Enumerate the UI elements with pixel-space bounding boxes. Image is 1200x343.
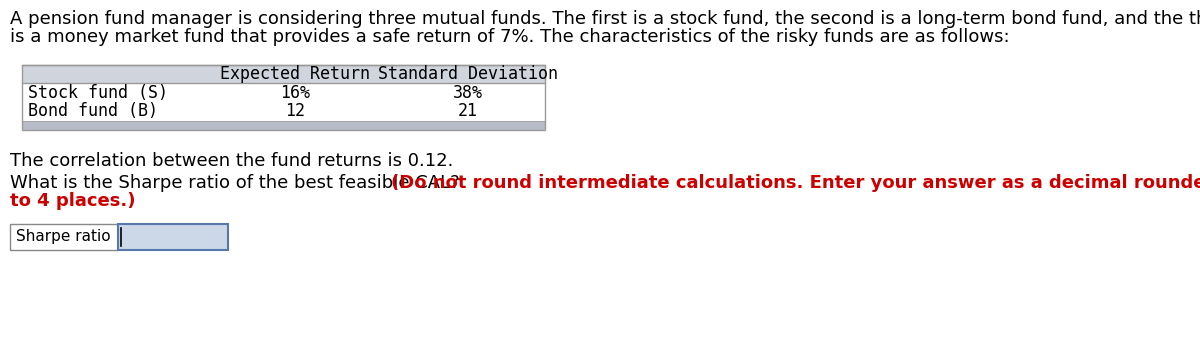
Text: (Do not round intermediate calculations. Enter your answer as a decimal rounded: (Do not round intermediate calculations.… xyxy=(391,174,1200,192)
Text: 21: 21 xyxy=(457,103,478,120)
Text: Standard Deviation: Standard Deviation xyxy=(378,65,558,83)
Text: Stock fund (S): Stock fund (S) xyxy=(28,83,168,102)
Bar xyxy=(118,224,228,250)
Text: Expected Return: Expected Return xyxy=(220,65,370,83)
Text: What is the Sharpe ratio of the best feasible CAL?: What is the Sharpe ratio of the best fea… xyxy=(10,174,466,192)
Bar xyxy=(22,65,545,130)
Text: Sharpe ratio: Sharpe ratio xyxy=(16,229,110,245)
Text: Bond fund (B): Bond fund (B) xyxy=(28,103,158,120)
Text: The correlation between the fund returns is 0.12.: The correlation between the fund returns… xyxy=(10,152,454,170)
Text: to 4 places.): to 4 places.) xyxy=(10,192,136,210)
Text: 16%: 16% xyxy=(280,83,310,102)
Bar xyxy=(22,65,545,83)
Bar xyxy=(10,224,118,250)
Text: is a money market fund that provides a safe return of 7%. The characteristics of: is a money market fund that provides a s… xyxy=(10,28,1009,46)
Text: A pension fund manager is considering three mutual funds. The first is a stock f: A pension fund manager is considering th… xyxy=(10,10,1200,28)
Bar xyxy=(22,121,545,130)
Text: 12: 12 xyxy=(286,103,305,120)
Text: 38%: 38% xyxy=(452,83,482,102)
